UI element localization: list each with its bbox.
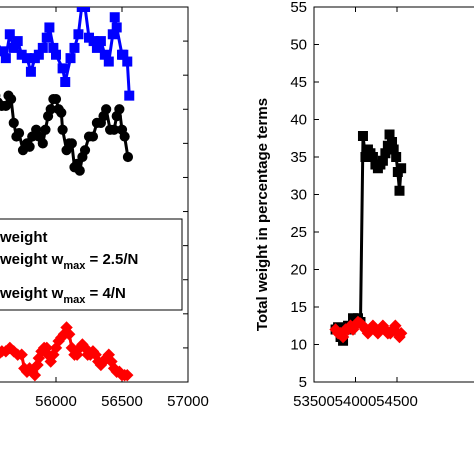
- right-chart-panel: 53500 54000 54500 5 10 15 20 25 30 35 40 45 50 55 Tota…: [254, 0, 474, 410]
- data-point: [57, 63, 68, 74]
- data-point: [103, 56, 114, 67]
- data-point: [62, 328, 76, 341]
- x-tick-label: 56000: [35, 393, 77, 410]
- x-tick-label: 54500: [376, 393, 418, 410]
- data-point: [15, 348, 28, 361]
- data-point: [394, 185, 405, 196]
- data-point: [0, 100, 11, 111]
- y-tick-label: 10: [290, 337, 307, 354]
- data-point: [394, 327, 408, 340]
- y-axis-label: Total weight in percentage terms: [254, 98, 271, 331]
- y-tick-label: 50: [290, 37, 307, 54]
- data-point: [56, 107, 67, 118]
- data-series: [0, 90, 134, 176]
- series-line: [334, 133, 403, 343]
- data-point: [37, 42, 48, 53]
- data-point: [8, 117, 19, 129]
- data-point: [65, 53, 76, 64]
- x-tick-label: 54000: [335, 393, 377, 410]
- data-point: [87, 131, 99, 142]
- data-point: [24, 141, 35, 152]
- data-point: [44, 22, 55, 33]
- y-tick-label: 15: [290, 299, 307, 316]
- data-point: [396, 163, 407, 174]
- y-tick-label: 30: [290, 187, 307, 204]
- data-point: [124, 90, 135, 101]
- y-tick-label: 20: [290, 262, 307, 279]
- data-point: [12, 36, 23, 47]
- data-point: [122, 151, 134, 163]
- data-point: [66, 138, 77, 149]
- data-point: [37, 138, 48, 149]
- legend-entry: weight wmax = 4/N: [0, 285, 126, 306]
- legend-box: [0, 218, 183, 311]
- y-tick-label: 40: [290, 112, 307, 129]
- data-point: [0, 53, 11, 64]
- legend-entry: weight: [0, 229, 48, 246]
- data-point: [101, 104, 112, 115]
- data-series: [329, 315, 408, 344]
- y-tick-label: 35: [290, 149, 307, 166]
- data-point: [69, 42, 80, 53]
- data-point: [6, 93, 17, 105]
- y-tick-label: 45: [290, 74, 307, 91]
- data-point: [50, 93, 62, 105]
- data-series: [330, 129, 407, 346]
- data-point: [122, 56, 133, 67]
- data-point: [121, 368, 134, 382]
- data-point: [40, 124, 51, 135]
- legend-entry: weight wmax = 2.5/N: [0, 251, 138, 272]
- data-point: [51, 49, 61, 60]
- data-point: [41, 32, 52, 43]
- data-point: [74, 165, 85, 176]
- y-tick-label: 5: [299, 374, 307, 391]
- data-point: [80, 7, 91, 12]
- data-point: [4, 29, 15, 40]
- data-point: [119, 131, 130, 142]
- data-point: [25, 66, 36, 77]
- data-series: [0, 7, 135, 101]
- x-tick-label: 56500: [101, 393, 143, 410]
- data-point: [79, 145, 91, 156]
- left-chart-panel: 00560005650057000weightweight wmax = 2.5…: [0, 6, 209, 410]
- data-point: [13, 128, 25, 139]
- y-tick-label: 55: [290, 0, 307, 16]
- data-series: [0, 321, 134, 382]
- data-point: [391, 152, 402, 162]
- y-tick-label: 25: [290, 224, 307, 241]
- data-point: [357, 131, 368, 141]
- data-point: [111, 22, 122, 33]
- x-tick-label: 57000: [167, 393, 209, 410]
- data-point: [60, 77, 71, 87]
- legend: weight weight wmax = 2.5/N weight wmax = 4…: [0, 218, 183, 311]
- data-point: [109, 12, 120, 23]
- data-point: [73, 29, 84, 40]
- data-point: [28, 368, 42, 382]
- data-point: [114, 104, 125, 115]
- x-tick-label: 53500: [293, 393, 335, 410]
- data-point: [95, 36, 106, 47]
- data-point: [57, 124, 68, 135]
